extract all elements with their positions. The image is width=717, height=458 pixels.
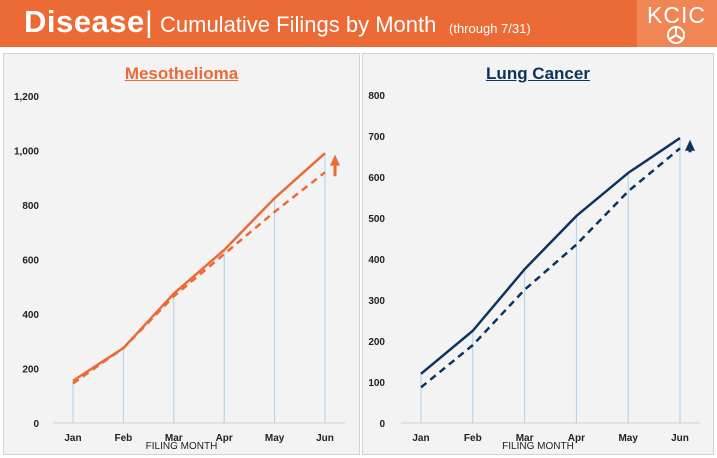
chart-title: Lung Cancer xyxy=(486,64,590,83)
page-title: Disease xyxy=(24,4,145,39)
mesothelioma-chart: 0 200 400 600 800 1,000 1,200 Jan Feb Mar Apr May Ju… xyxy=(14,92,345,444)
y-tick-label: 600 xyxy=(22,256,39,267)
y-tick-label: 400 xyxy=(22,310,39,321)
title-divider: | xyxy=(145,6,153,39)
series-line-solid xyxy=(420,137,681,375)
y-tick-label: 300 xyxy=(368,296,385,307)
x-tick-label: Feb xyxy=(464,433,482,444)
x-axis-label: FILING MONTH xyxy=(502,441,574,452)
lung-cancer-chart: 0 100 200 300 400 500 600 700 800 Jan Feb Mar Apr May… xyxy=(368,91,700,444)
logo-emblem-icon xyxy=(667,26,685,44)
y-tick-label: 600 xyxy=(368,173,385,184)
trend-arrow-up-icon xyxy=(685,139,695,151)
series-line-dashed xyxy=(72,171,326,385)
kcic-logo: KCIC xyxy=(637,0,717,47)
x-tick-label: Apr xyxy=(216,433,233,444)
chart-title: Mesothelioma xyxy=(124,64,239,83)
x-tick-label: Mar xyxy=(165,433,183,444)
header-bar: Disease | Cumulative Filings by Month (t… xyxy=(0,0,717,47)
series-line-dashed xyxy=(420,147,681,389)
y-tick-label: 700 xyxy=(368,132,385,143)
y-tick-label: 800 xyxy=(22,201,39,212)
logo-text: KCIC xyxy=(647,2,706,28)
y-tick-label: 1,000 xyxy=(14,147,39,158)
y-tick-label: 800 xyxy=(368,91,385,102)
date-note: (through 7/31) xyxy=(449,21,531,36)
x-tick-label: May xyxy=(618,433,638,444)
page-subtitle: Cumulative Filings by Month xyxy=(160,12,437,37)
y-tick-label: 1,200 xyxy=(14,92,39,103)
y-tick-label: 0 xyxy=(33,419,39,430)
x-tick-label: May xyxy=(265,433,285,444)
x-tick-label: Feb xyxy=(115,433,133,444)
y-tick-label: 500 xyxy=(368,214,385,225)
y-tick-label: 100 xyxy=(368,378,385,389)
x-tick-label: Jun xyxy=(316,433,334,444)
x-tick-label: Apr xyxy=(568,433,585,444)
lung-cancer-chart-panel: Lung Cancer 0 100 200 300 400 500 600 700 800 Jan… xyxy=(362,53,714,455)
x-axis-label: FILING MONTH xyxy=(145,441,218,452)
x-tick-label: Jan xyxy=(64,433,81,444)
y-tick-label: 400 xyxy=(368,255,385,266)
series-line-solid xyxy=(72,152,326,382)
y-tick-label: 0 xyxy=(379,419,385,430)
x-tick-label: Mar xyxy=(516,433,534,444)
y-tick-label: 200 xyxy=(368,337,385,348)
x-tick-label: Jan xyxy=(412,433,429,444)
x-tick-label: Jun xyxy=(671,433,689,444)
mesothelioma-chart-panel: Mesothelioma 0 200 400 600 800 1,000 1,200 Jan F… xyxy=(3,53,360,455)
y-tick-label: 200 xyxy=(22,365,39,376)
trend-arrow-up-icon xyxy=(330,154,340,166)
